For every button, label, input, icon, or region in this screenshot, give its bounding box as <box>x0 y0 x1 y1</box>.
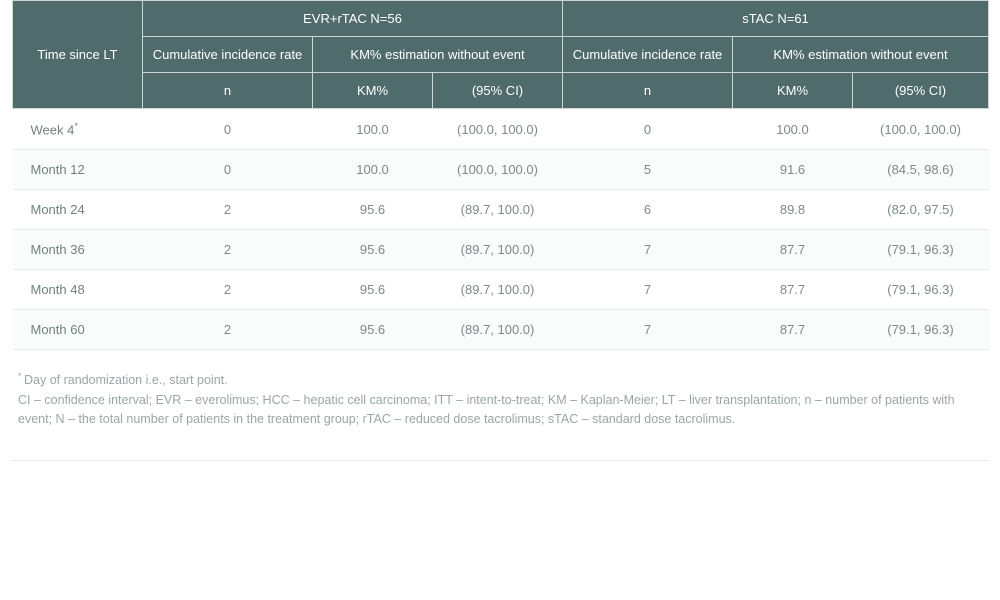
cell-b-km: 87.7 <box>733 270 853 310</box>
cell-timepoint: Month 24 <box>13 190 143 230</box>
cell-timepoint: Week 4* <box>13 109 143 150</box>
table-row: Month 36295.6(89.7, 100.0)787.7(79.1, 96… <box>13 230 989 270</box>
table-row: Month 120100.0(100.0, 100.0)591.6(84.5, … <box>13 150 989 190</box>
col-a-ci: (95% CI) <box>433 73 563 109</box>
cell-b-ci: (79.1, 96.3) <box>853 270 989 310</box>
cell-a-km: 95.6 <box>313 230 433 270</box>
cell-b-ci: (79.1, 96.3) <box>853 310 989 350</box>
footnote-block: * Day of randomization i.e., start point… <box>12 370 988 445</box>
table-body: Week 4*0100.0(100.0, 100.0)0100.0(100.0,… <box>13 109 989 350</box>
cell-a-ci: (89.7, 100.0) <box>433 310 563 350</box>
cell-a-ci: (100.0, 100.0) <box>433 150 563 190</box>
cell-a-km: 95.6 <box>313 310 433 350</box>
cell-a-ci: (89.7, 100.0) <box>433 270 563 310</box>
cell-b-n: 5 <box>563 150 733 190</box>
cell-timepoint: Month 48 <box>13 270 143 310</box>
cell-b-ci: (82.0, 97.5) <box>853 190 989 230</box>
asterisk-icon: * <box>74 121 78 131</box>
cell-b-ci: (100.0, 100.0) <box>853 109 989 150</box>
col-a-cum-inc: Cumulative incidence rate <box>143 37 313 73</box>
col-a-km-est: KM% estimation without event <box>313 37 563 73</box>
col-b-n: n <box>563 73 733 109</box>
col-b-km-est: KM% estimation without event <box>733 37 989 73</box>
col-group-b: sTAC N=61 <box>563 1 989 37</box>
table-row: Month 24295.6(89.7, 100.0)689.8(82.0, 97… <box>13 190 989 230</box>
cell-b-n: 7 <box>563 270 733 310</box>
cell-a-n: 0 <box>143 109 313 150</box>
table-head: Time since LT EVR+rTAC N=56 sTAC N=61 Cu… <box>13 1 989 109</box>
cell-a-n: 2 <box>143 310 313 350</box>
cell-b-n: 7 <box>563 310 733 350</box>
footnote-line-1: * Day of randomization i.e., start point… <box>18 370 982 391</box>
col-a-km: KM% <box>313 73 433 109</box>
km-table: Time since LT EVR+rTAC N=56 sTAC N=61 Cu… <box>12 0 989 350</box>
cell-b-km: 87.7 <box>733 230 853 270</box>
cell-b-n: 6 <box>563 190 733 230</box>
cell-b-km: 91.6 <box>733 150 853 190</box>
cell-a-n: 2 <box>143 190 313 230</box>
cell-b-ci: (79.1, 96.3) <box>853 230 989 270</box>
cell-a-km: 100.0 <box>313 109 433 150</box>
footnote-line-1-text: Day of randomization i.e., start point. <box>24 373 228 387</box>
table-container: Time since LT EVR+rTAC N=56 sTAC N=61 Cu… <box>0 0 1000 461</box>
cell-timepoint: Month 36 <box>13 230 143 270</box>
cell-b-km: 87.7 <box>733 310 853 350</box>
cell-a-ci: (89.7, 100.0) <box>433 190 563 230</box>
cell-b-n: 7 <box>563 230 733 270</box>
cell-b-km: 89.8 <box>733 190 853 230</box>
col-group-a: EVR+rTAC N=56 <box>143 1 563 37</box>
footnote-line-2: CI – confidence interval; EVR – everolim… <box>18 391 982 430</box>
table-row: Month 48295.6(89.7, 100.0)787.7(79.1, 96… <box>13 270 989 310</box>
table-row: Week 4*0100.0(100.0, 100.0)0100.0(100.0,… <box>13 109 989 150</box>
cell-timepoint: Month 12 <box>13 150 143 190</box>
cell-a-km: 100.0 <box>313 150 433 190</box>
col-b-cum-inc: Cumulative incidence rate <box>563 37 733 73</box>
cell-timepoint: Month 60 <box>13 310 143 350</box>
cell-b-n: 0 <box>563 109 733 150</box>
col-time-since-lt: Time since LT <box>13 1 143 109</box>
cell-a-n: 2 <box>143 270 313 310</box>
cell-a-n: 2 <box>143 230 313 270</box>
col-a-n: n <box>143 73 313 109</box>
col-b-km: KM% <box>733 73 853 109</box>
cell-b-ci: (84.5, 98.6) <box>853 150 989 190</box>
cell-a-km: 95.6 <box>313 190 433 230</box>
cell-a-ci: (89.7, 100.0) <box>433 230 563 270</box>
cell-a-n: 0 <box>143 150 313 190</box>
table-row: Month 60295.6(89.7, 100.0)787.7(79.1, 96… <box>13 310 989 350</box>
cell-a-km: 95.6 <box>313 270 433 310</box>
cell-b-km: 100.0 <box>733 109 853 150</box>
col-b-ci: (95% CI) <box>853 73 989 109</box>
bottom-divider <box>12 460 988 461</box>
cell-a-ci: (100.0, 100.0) <box>433 109 563 150</box>
